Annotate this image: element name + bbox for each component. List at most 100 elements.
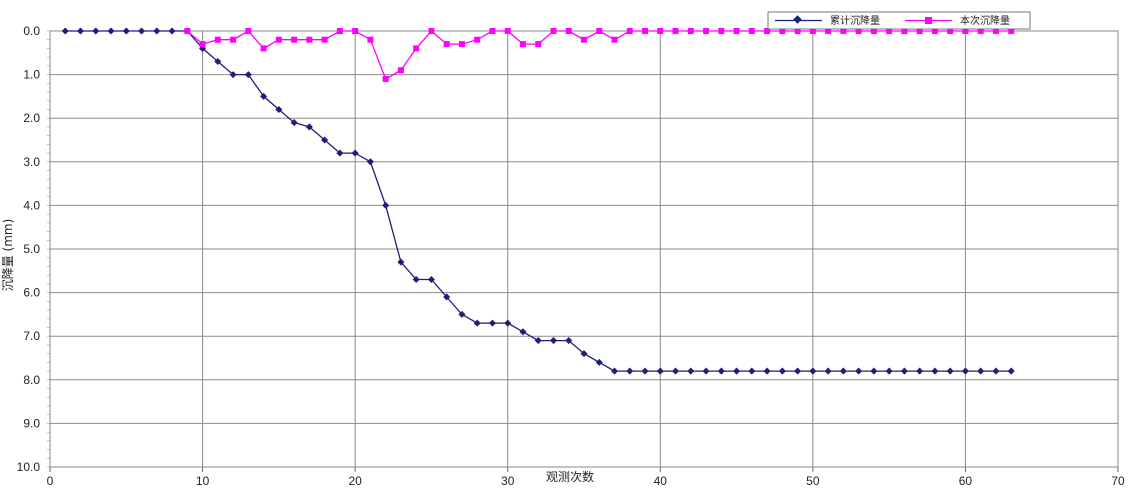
data-point	[367, 36, 374, 43]
data-point	[397, 258, 405, 266]
y-tick-label: 6.0	[23, 286, 40, 300]
data-point	[474, 36, 481, 43]
data-point	[992, 28, 999, 34]
data-point	[947, 28, 954, 34]
data-point	[885, 367, 893, 375]
y-tick-label: 3.0	[23, 155, 40, 169]
data-point	[260, 45, 267, 52]
data-point	[1007, 367, 1015, 375]
y-tick-label: 7.0	[23, 329, 40, 343]
data-point	[916, 367, 924, 375]
data-point	[610, 367, 619, 375]
x-tick-label: 30	[501, 474, 515, 488]
x-tick-label: 0	[47, 474, 54, 488]
data-point	[352, 28, 359, 34]
data-point	[717, 367, 725, 375]
data-point	[443, 293, 451, 301]
data-point	[351, 149, 359, 157]
data-point	[382, 75, 389, 82]
data-point	[138, 27, 146, 35]
x-tick-label: 20	[348, 474, 362, 488]
data-point	[550, 28, 557, 34]
data-point	[855, 28, 862, 34]
x-axis-title: 观测次数	[546, 469, 594, 484]
data-point	[642, 28, 649, 34]
data-point	[306, 36, 313, 43]
data-point	[1008, 28, 1015, 34]
data-point	[870, 367, 878, 375]
data-point	[214, 36, 221, 43]
data-point	[672, 28, 679, 34]
data-point	[366, 158, 374, 166]
data-point	[733, 28, 740, 34]
data-point	[611, 36, 618, 43]
data-point	[794, 367, 802, 375]
data-point	[290, 119, 298, 127]
data-point	[275, 36, 282, 43]
data-point	[824, 367, 832, 375]
data-point	[778, 367, 786, 375]
legend-label-series-1: 累计沉降量	[830, 14, 880, 27]
data-point	[580, 350, 588, 358]
data-point	[244, 71, 252, 79]
data-point	[779, 28, 786, 34]
data-point	[291, 36, 298, 43]
data-point	[718, 28, 725, 34]
legend-marker-series-2	[925, 17, 932, 24]
data-point	[748, 28, 755, 34]
data-point	[748, 367, 756, 375]
data-point	[382, 201, 390, 209]
series-line-1	[65, 30, 1012, 372]
data-point	[230, 36, 237, 43]
data-point	[733, 367, 741, 375]
series-1	[61, 27, 1015, 375]
data-point	[107, 27, 115, 35]
data-point	[427, 275, 435, 284]
data-point	[519, 328, 527, 336]
legend-box	[767, 11, 1031, 30]
y-tick-label: 4.0	[23, 198, 40, 212]
data-point	[336, 149, 344, 157]
data-point	[565, 28, 572, 34]
x-axis-ticks: 0 10 20 30 40 50 60 70	[47, 474, 1125, 488]
data-point	[870, 28, 877, 34]
x-tick-label: 10	[196, 474, 210, 488]
data-point	[458, 310, 466, 318]
data-point	[900, 367, 908, 375]
data-point	[61, 27, 69, 35]
data-point	[840, 28, 847, 34]
data-point	[641, 367, 649, 375]
x-tick-label: 60	[959, 474, 973, 488]
data-point	[596, 28, 603, 34]
data-point	[275, 105, 283, 114]
data-point	[229, 71, 237, 79]
data-point	[168, 27, 176, 35]
data-point	[153, 27, 161, 35]
data-point	[702, 367, 710, 375]
data-point	[412, 275, 420, 284]
data-point	[473, 319, 481, 327]
data-point	[992, 367, 1000, 375]
data-point	[336, 28, 343, 34]
y-tick-label: 10.0	[17, 460, 41, 474]
data-point	[657, 28, 664, 34]
y-tick-label: 9.0	[23, 416, 40, 430]
data-point	[763, 367, 771, 375]
data-point	[901, 28, 908, 34]
data-point	[122, 27, 130, 35]
legend-label-series-2: 本次沉降量	[960, 14, 1010, 27]
data-point	[946, 367, 954, 375]
data-point	[839, 367, 847, 375]
data-point	[397, 67, 404, 74]
data-point	[687, 367, 695, 375]
y-axis-title: 沉降量 (mm)	[1, 219, 15, 292]
series-layer	[61, 27, 1015, 375]
data-point	[458, 41, 465, 48]
y-tick-label: 1.0	[23, 68, 40, 82]
data-point	[413, 45, 420, 52]
data-point	[764, 28, 771, 34]
data-point	[305, 123, 313, 131]
data-point	[626, 28, 633, 34]
data-point	[626, 367, 634, 375]
